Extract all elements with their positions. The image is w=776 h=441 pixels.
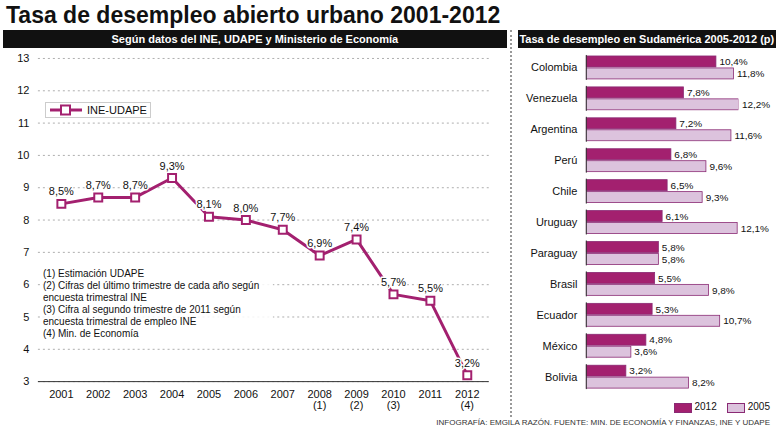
svg-text:Colombia: Colombia — [531, 61, 578, 73]
html-text:Tasa de desempleo abierto urba: Tasa de desempleo abierto urbano 2001-20… — [6, 2, 501, 28]
svg-text:México: México — [542, 340, 577, 352]
svg-text:5,8%: 5,8% — [662, 254, 685, 265]
svg-text:6,9%: 6,9% — [307, 237, 332, 249]
svg-text:7,2%: 7,2% — [679, 118, 702, 129]
svg-text:2005: 2005 — [197, 388, 221, 400]
svg-text:3,2%: 3,2% — [629, 365, 652, 376]
svg-text:Brasil: Brasil — [550, 278, 577, 290]
svg-text:7: 7 — [23, 246, 29, 258]
svg-text:5,5%: 5,5% — [418, 282, 443, 294]
svg-text:8,5%: 8,5% — [49, 185, 74, 197]
svg-text:Venezuela: Venezuela — [526, 92, 578, 104]
svg-text:2012(4): 2012(4) — [455, 388, 479, 411]
html-text:2012: 2012 — [694, 401, 717, 413]
svg-text:5: 5 — [23, 311, 29, 323]
svg-text:Argentina: Argentina — [530, 123, 578, 135]
svg-text:5,7%: 5,7% — [381, 276, 406, 288]
svg-text:9,3%: 9,3% — [705, 192, 728, 203]
svg-text:9,3%: 9,3% — [160, 160, 185, 172]
html-text:2005: 2005 — [747, 401, 770, 413]
svg-text:11,8%: 11,8% — [737, 68, 765, 79]
svg-text:8,7%: 8,7% — [86, 179, 111, 191]
svg-text:13: 13 — [17, 52, 29, 64]
svg-text:7,7%: 7,7% — [270, 211, 295, 223]
svg-text:Perú: Perú — [554, 154, 577, 166]
html-text:INE-UDAPE: INE-UDAPE — [87, 104, 147, 116]
svg-text:2006: 2006 — [234, 388, 258, 400]
svg-text:8,0%: 8,0% — [233, 202, 258, 214]
svg-text:9,6%: 9,6% — [709, 161, 732, 172]
svg-text:Chile: Chile — [552, 185, 577, 197]
svg-text:6,1%: 6,1% — [665, 211, 688, 222]
svg-text:2009(2): 2009(2) — [344, 388, 368, 411]
html-text:INFOGRAFÍA: EMGILA RAZÓN. FUEN: INFOGRAFÍA: EMGILA RAZÓN. FUENTE: MIN. D… — [436, 418, 770, 428]
svg-text:Ecuador: Ecuador — [536, 309, 577, 321]
svg-text:Paraguay: Paraguay — [530, 247, 577, 259]
html-text:(1) Estimación UDAPE: (1) Estimación UDAPE — [43, 268, 145, 279]
svg-text:2011: 2011 — [419, 388, 443, 400]
svg-text:5,5%: 5,5% — [658, 273, 681, 284]
svg-text:12: 12 — [17, 84, 29, 96]
svg-text:8,2%: 8,2% — [692, 377, 715, 388]
svg-text:6,8%: 6,8% — [674, 149, 697, 160]
svg-text:8: 8 — [23, 214, 29, 226]
svg-text:3,6%: 3,6% — [634, 346, 657, 357]
svg-text:6,5%: 6,5% — [670, 180, 693, 191]
svg-text:11,6%: 11,6% — [734, 130, 762, 141]
svg-text:4: 4 — [23, 343, 29, 355]
svg-text:2004: 2004 — [160, 388, 184, 400]
html-text:Tasa de desempleo en Sudaméric: Tasa de desempleo en Sudamérica 2005-201… — [519, 33, 775, 45]
svg-text:Bolivia: Bolivia — [545, 371, 578, 383]
svg-text:2003: 2003 — [123, 388, 147, 400]
html-text:Según datos del INE, UDAPE y M: Según datos del INE, UDAPE y Ministerio … — [111, 33, 399, 45]
svg-text:7,8%: 7,8% — [687, 87, 710, 98]
svg-text:10,4%: 10,4% — [719, 56, 747, 67]
svg-text:2007: 2007 — [271, 388, 295, 400]
svg-text:8,1%: 8,1% — [196, 198, 221, 210]
svg-text:12,2%: 12,2% — [742, 99, 770, 110]
svg-text:2002: 2002 — [86, 388, 110, 400]
svg-text:5,3%: 5,3% — [655, 304, 678, 315]
html-text:(3) Cifra al segundo trimestre: (3) Cifra al segundo trimestre de 2011 s… — [43, 304, 241, 327]
svg-text:11: 11 — [18, 117, 29, 129]
svg-text:3: 3 — [23, 375, 29, 387]
svg-text:9: 9 — [23, 181, 29, 193]
svg-text:2010(3): 2010(3) — [381, 388, 405, 411]
svg-text:4,8%: 4,8% — [649, 334, 672, 345]
svg-text:8,7%: 8,7% — [123, 179, 148, 191]
svg-text:3,2%: 3,2% — [455, 357, 480, 369]
svg-text:12,1%: 12,1% — [740, 223, 768, 234]
html-text:(4) Min. de Economía: (4) Min. de Economía — [43, 328, 139, 339]
svg-text:5,8%: 5,8% — [662, 242, 685, 253]
svg-text:6: 6 — [23, 278, 29, 290]
svg-text:Uruguay: Uruguay — [536, 216, 578, 228]
svg-text:9,8%: 9,8% — [712, 285, 735, 296]
svg-text:7,4%: 7,4% — [344, 221, 369, 233]
svg-text:10,7%: 10,7% — [723, 315, 751, 326]
html-text:(2) Cifras del último trimestr: (2) Cifras del último trimestre de cada … — [43, 280, 260, 303]
svg-text:2001: 2001 — [49, 388, 73, 400]
svg-text:10: 10 — [17, 149, 29, 161]
svg-text:2008(1): 2008(1) — [307, 388, 331, 411]
